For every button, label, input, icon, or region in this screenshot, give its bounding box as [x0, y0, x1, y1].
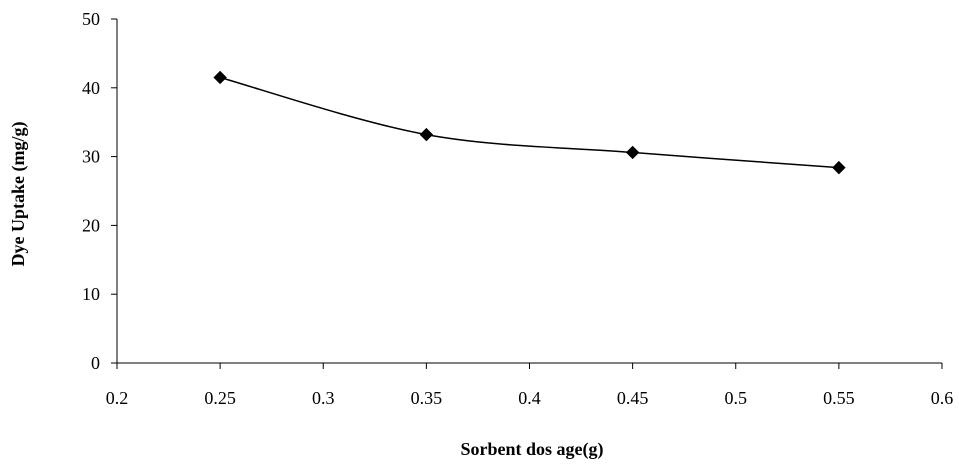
x-tick-label: 0.5	[725, 388, 748, 408]
data-point-diamond	[213, 70, 227, 85]
data-point-diamond	[625, 145, 640, 160]
y-tick-label: 10	[82, 284, 100, 304]
x-axis-title: Sorbent dos age(g)	[461, 439, 604, 460]
data-point-diamond	[419, 127, 434, 142]
x-ticks: 0.2 0.25 0.3 0.35 0.4 0.45 0.5 0.55 0.6	[106, 363, 954, 408]
axes	[116, 19, 942, 364]
y-tick-label: 30	[82, 147, 100, 167]
x-tick-label: 0.2	[106, 388, 129, 408]
data-point-diamond	[832, 160, 846, 175]
x-tick-label: 0.3	[312, 388, 335, 408]
y-tick-label: 0	[91, 353, 100, 373]
series-line	[219, 76, 839, 169]
y-tick-label: 50	[82, 9, 100, 29]
y-axis-title: Dye Uptake (mg/g)	[8, 122, 29, 267]
x-tick-label: 0.45	[617, 388, 649, 408]
x-tick-label: 0.55	[823, 388, 855, 408]
x-tick-label: 0.25	[204, 388, 236, 408]
x-tick-label: 0.4	[518, 388, 541, 408]
series-layer	[213, 70, 846, 175]
x-tick-label: 0.6	[931, 388, 954, 408]
y-ticks: 0 10 20 30 40 50	[82, 9, 117, 373]
y-tick-label: 40	[82, 78, 100, 98]
x-tick-label: 0.35	[411, 388, 443, 408]
y-tick-label: 20	[82, 215, 100, 235]
